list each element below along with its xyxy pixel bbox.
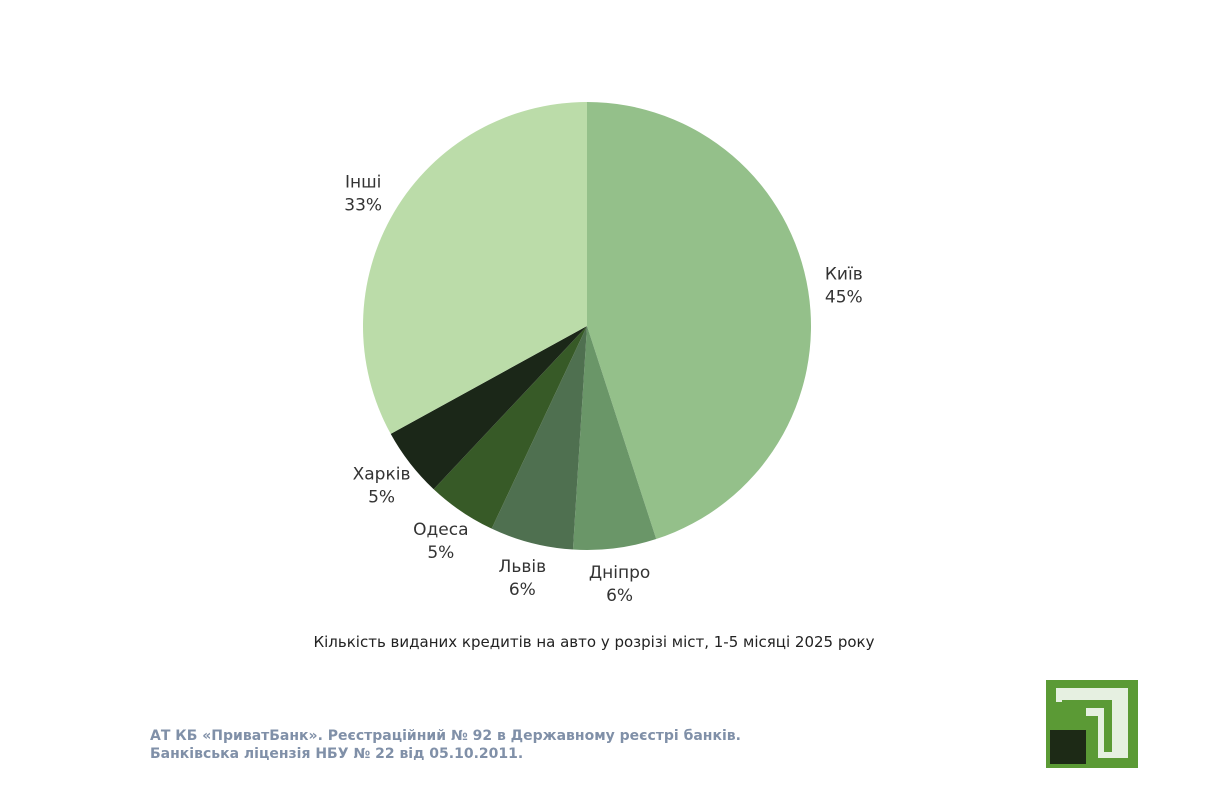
slice-value: 5% — [427, 543, 454, 563]
logo — [1046, 680, 1138, 768]
slice-value: 33% — [344, 196, 382, 216]
slice-value: 6% — [509, 580, 536, 600]
pie-slice — [433, 326, 587, 529]
pie-slice — [572, 326, 657, 550]
pie-slice — [587, 102, 812, 540]
pie-slice — [491, 326, 587, 550]
slice-label: Одеса — [413, 520, 468, 540]
footer-line: АТ КБ «ПриватБанк». Реєстраційний № 92 в… — [150, 728, 741, 744]
slice-value: 6% — [606, 586, 633, 606]
slice-label: Харків — [353, 464, 411, 484]
footer-line: Банківська ліцензія НБУ № 22 від 05.10.2… — [150, 746, 523, 762]
slice-label: Дніпро — [589, 563, 650, 583]
slice-value: 45% — [825, 287, 863, 307]
slice-value: 5% — [368, 487, 395, 507]
slice-label: Львів — [499, 557, 547, 577]
logo-shape — [1062, 700, 1112, 752]
chart-caption: Кількість виданих кредитів на авто у роз… — [313, 633, 874, 651]
pie-slice — [362, 102, 587, 434]
slice-label: Інші — [345, 173, 381, 193]
slice-label: Київ — [825, 264, 863, 284]
logo-square — [1050, 730, 1086, 764]
pie-slice — [390, 326, 587, 490]
